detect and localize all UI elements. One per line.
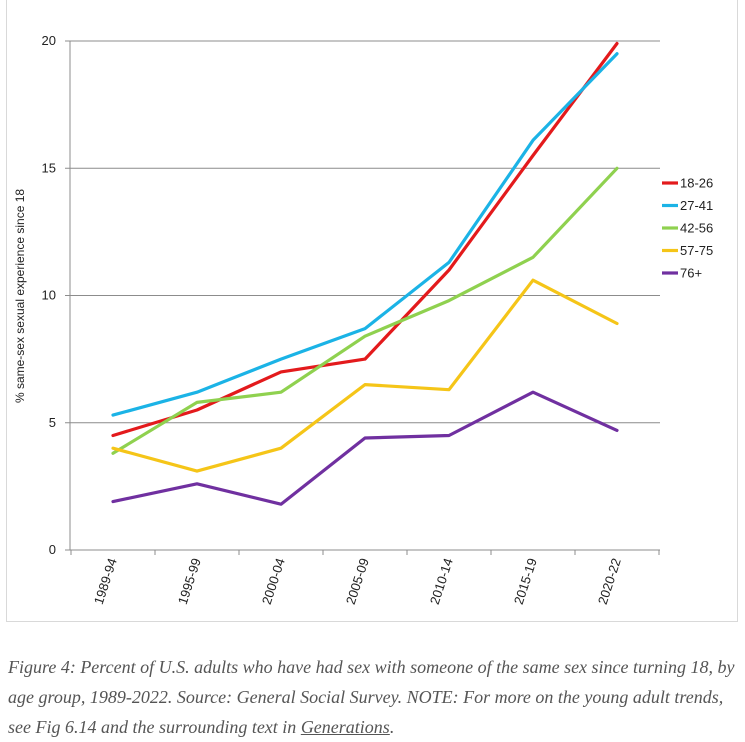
series-line-27-41 bbox=[111, 52, 619, 417]
legend-label: 42-56 bbox=[680, 221, 713, 236]
x-tick-label: 2000-04 bbox=[259, 556, 288, 606]
y-tick-label: 20 bbox=[42, 33, 56, 48]
legend-label: 27-41 bbox=[680, 198, 713, 213]
legend-label: 76+ bbox=[680, 266, 702, 281]
y-tick-label: 15 bbox=[42, 160, 56, 175]
series-lines bbox=[111, 41, 619, 506]
legend-label: 57-75 bbox=[680, 243, 713, 258]
series-line-18-26 bbox=[111, 41, 619, 438]
series-line-76+ bbox=[111, 390, 619, 506]
y-tick-label: 5 bbox=[49, 415, 56, 430]
x-tick-label: 2005-09 bbox=[343, 556, 372, 606]
legend: 18-26 27-41 42-56 57-75 76+ bbox=[662, 176, 713, 281]
generations-link[interactable]: Generations bbox=[300, 717, 390, 737]
figure-caption: Figure 4: Percent of U.S. adults who hav… bbox=[8, 652, 736, 742]
axes: 0 5 10 15 20 1989-94 1995-99 2000-04 2005-09 2010… bbox=[42, 33, 660, 606]
series-line-42-56 bbox=[111, 166, 619, 455]
legend-label: 18-26 bbox=[680, 176, 713, 191]
y-tick-label: 0 bbox=[49, 542, 56, 557]
figure-frame bbox=[6, 0, 738, 622]
x-tick-label: 1989-94 bbox=[91, 556, 120, 606]
caption-text: Figure 4: Percent of U.S. adults who hav… bbox=[8, 657, 735, 737]
line-chart: 0 5 10 15 20 1989-94 1995-99 2000-04 2005-09 2010… bbox=[13, 33, 713, 606]
series-line-57-75 bbox=[111, 278, 619, 473]
x-tick-label: 2015-19 bbox=[511, 556, 540, 606]
x-tick-label: 2020-22 bbox=[595, 556, 624, 606]
gridlines bbox=[70, 40, 660, 424]
y-axis-title: % same-sex sexual experience since 18 bbox=[13, 189, 27, 403]
x-tick-label: 2010-14 bbox=[427, 556, 456, 606]
y-tick-label: 10 bbox=[42, 288, 56, 303]
caption-end: . bbox=[389, 717, 395, 737]
x-tick-label: 1995-99 bbox=[175, 556, 204, 606]
